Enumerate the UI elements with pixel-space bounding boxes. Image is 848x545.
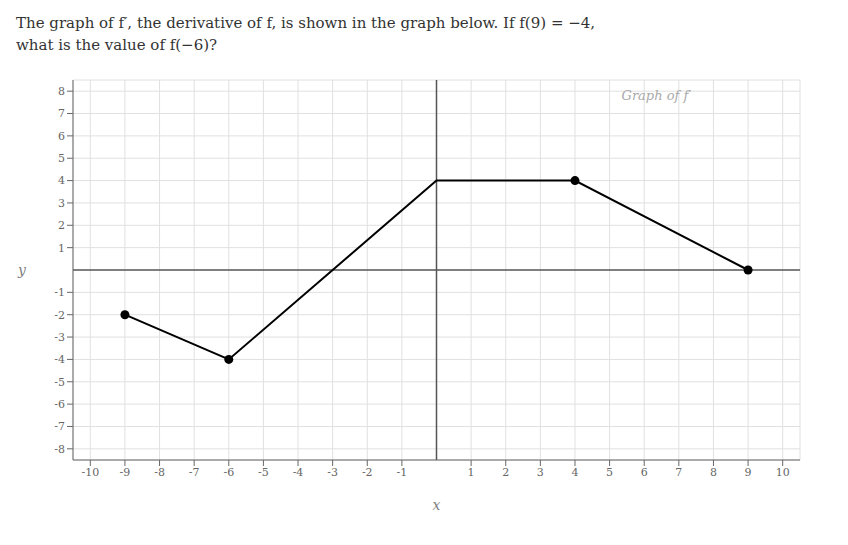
svg-text:-10: -10 — [81, 466, 99, 479]
html-text:what is the value of f(−6)?: what is the value of f(−6)? — [16, 36, 218, 54]
svg-text:x: x — [433, 497, 441, 513]
svg-text:-1: -1 — [397, 466, 408, 479]
svg-text:-2: -2 — [362, 466, 373, 479]
svg-text:6: 6 — [641, 466, 648, 479]
svg-text:-3: -3 — [327, 466, 338, 479]
svg-text:8: 8 — [58, 85, 65, 98]
svg-text:-8: -8 — [154, 466, 165, 479]
svg-text:10: 10 — [776, 466, 790, 479]
svg-text:3: 3 — [537, 466, 544, 479]
svg-text:-4: -4 — [54, 353, 65, 366]
svg-text:5: 5 — [58, 152, 65, 165]
svg-text:2: 2 — [502, 466, 509, 479]
svg-text:-3: -3 — [54, 331, 65, 344]
svg-text:2: 2 — [58, 219, 65, 232]
svg-text:-5: -5 — [258, 466, 269, 479]
svg-text:-1: -1 — [54, 286, 65, 299]
svg-text:6: 6 — [58, 130, 65, 143]
svg-text:4: 4 — [58, 174, 65, 187]
svg-text:Graph of f′: Graph of f′ — [622, 88, 692, 103]
svg-text:-9: -9 — [120, 466, 131, 479]
svg-text:-7: -7 — [54, 420, 65, 433]
html-text:The graph of f′, the derivativ: The graph of f′, the derivative of f, is… — [16, 14, 596, 32]
svg-text:9: 9 — [745, 466, 752, 479]
svg-text:-7: -7 — [189, 466, 200, 479]
svg-text:7: 7 — [58, 107, 65, 120]
svg-text:-2: -2 — [54, 309, 65, 322]
svg-text:8: 8 — [710, 466, 717, 479]
svg-text:-8: -8 — [54, 443, 65, 456]
svg-text:y: y — [17, 262, 27, 278]
svg-text:1: 1 — [58, 242, 65, 255]
svg-text:4: 4 — [571, 466, 578, 479]
svg-text:-5: -5 — [54, 376, 65, 389]
svg-text:-4: -4 — [293, 466, 304, 479]
svg-text:1: 1 — [468, 466, 475, 479]
svg-text:-6: -6 — [54, 398, 65, 411]
svg-text:7: 7 — [675, 466, 682, 479]
svg-text:3: 3 — [58, 197, 65, 210]
svg-text:5: 5 — [606, 466, 613, 479]
svg-text:-6: -6 — [223, 466, 234, 479]
